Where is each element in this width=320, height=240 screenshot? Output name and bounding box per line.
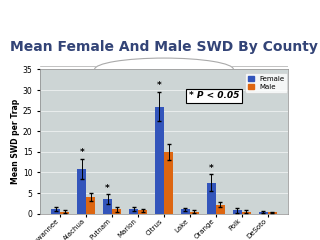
Bar bbox=[164, 152, 173, 214]
Text: *: * bbox=[209, 164, 214, 173]
Bar bbox=[216, 204, 225, 214]
Text: *: * bbox=[79, 148, 84, 157]
Bar bbox=[112, 210, 121, 214]
Bar bbox=[181, 210, 190, 214]
Bar bbox=[190, 211, 199, 214]
Bar bbox=[86, 197, 95, 214]
Y-axis label: Mean SWD per Trap: Mean SWD per Trap bbox=[11, 99, 20, 184]
Bar bbox=[259, 212, 268, 214]
Bar bbox=[233, 210, 242, 214]
Circle shape bbox=[95, 58, 234, 81]
Bar bbox=[51, 209, 60, 214]
Bar bbox=[129, 209, 138, 214]
Bar bbox=[77, 169, 86, 214]
Legend: Female, Male: Female, Male bbox=[245, 73, 287, 93]
Text: Mean Female And Male SWD By County: Mean Female And Male SWD By County bbox=[10, 40, 318, 54]
Bar bbox=[155, 107, 164, 214]
Text: * P < 0.05: * P < 0.05 bbox=[189, 91, 239, 100]
Bar bbox=[60, 211, 69, 214]
Bar bbox=[242, 211, 251, 214]
Bar bbox=[138, 210, 147, 214]
Text: *: * bbox=[157, 81, 162, 90]
Bar bbox=[207, 183, 216, 214]
Text: *: * bbox=[105, 184, 110, 192]
Bar bbox=[103, 199, 112, 214]
Bar bbox=[268, 212, 277, 214]
